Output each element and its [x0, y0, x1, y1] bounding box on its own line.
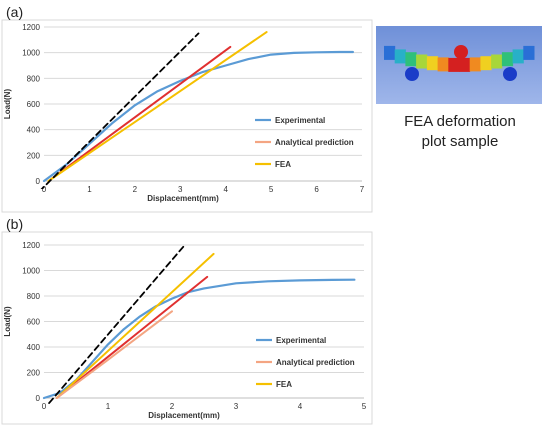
- fea-deformation-plot: [384, 45, 535, 81]
- legend-entry-analytical-prediction: Analytical prediction: [276, 358, 355, 367]
- y-tick-label: 1000: [22, 267, 40, 276]
- y-tick-label: 800: [27, 74, 41, 83]
- fea-beam-segment: [480, 56, 492, 71]
- fea-beam-segment: [394, 49, 406, 64]
- x-tick-label: 3: [234, 402, 239, 411]
- legend-entry-experimental: Experimental: [276, 336, 326, 345]
- y-tick-label: 600: [27, 318, 41, 327]
- x-tick-label: 7: [360, 185, 365, 194]
- y-tick-label: 200: [27, 369, 41, 378]
- x-tick-label: 1: [106, 402, 111, 411]
- series-line-unlabeled-3: [40, 32, 200, 189]
- y-tick-label: 0: [36, 177, 41, 186]
- x-tick-label: 2: [170, 402, 175, 411]
- x-tick-label: 5: [269, 185, 274, 194]
- y-tick-label: 1200: [22, 23, 40, 32]
- fea-beam-segment: [501, 52, 514, 67]
- series-line-fea: [47, 31, 268, 182]
- fea-load-nose: [454, 45, 468, 59]
- y-tick-label: 400: [27, 343, 41, 352]
- x-axis-label: Displacement(mm): [148, 411, 220, 420]
- x-tick-label: 5: [362, 402, 367, 411]
- fea-beam-segment: [384, 45, 396, 60]
- fea-beam-segment: [426, 56, 439, 71]
- series-line-fea: [55, 252, 215, 399]
- fea-left-support: [405, 67, 419, 81]
- chart-b: 0 200 400 600 800 1000 1200 0 1 2 3 4 5 Displacement(…: [1, 231, 373, 425]
- y-tick-label: 400: [27, 126, 41, 135]
- series-line-unlabeled-4: [48, 244, 186, 404]
- chart-frame: [1, 231, 373, 425]
- series-line-analytical-prediction: [55, 275, 209, 399]
- x-tick-label: 4: [223, 185, 228, 194]
- series-line-experimental: [42, 278, 356, 400]
- x-tick-label: 4: [298, 402, 303, 411]
- fea-beam-segment: [512, 49, 524, 64]
- legend-entry-fea: FEA: [276, 380, 292, 389]
- series-line-experimental: [42, 50, 354, 183]
- y-tick-label: 800: [27, 292, 41, 301]
- y-tick-label: 1000: [22, 49, 40, 58]
- fea-deformation-image: [376, 26, 542, 104]
- fea-right-support: [503, 67, 517, 81]
- fea-beam-segment: [405, 52, 417, 67]
- y-tick-label: 200: [27, 151, 41, 160]
- series-line-unlabeled-3: [55, 310, 173, 399]
- x-axis-label: Displacement(mm): [147, 194, 219, 203]
- chart-a: 0 200 400 600 800 1000 1200 0 1 2 3 4 5 6 7 Displacemen…: [1, 19, 373, 213]
- x-tick-label: 0: [42, 185, 47, 194]
- y-tick-label: 0: [36, 394, 41, 403]
- legend-entry-analytical-prediction: Analytical prediction: [275, 138, 354, 147]
- x-tick-label: 1: [87, 185, 92, 194]
- y-tick-label: 600: [27, 100, 41, 109]
- fea-caption-line1: FEA deformation: [404, 113, 516, 130]
- panel-label-b: (b): [6, 216, 24, 232]
- x-tick-label: 0: [42, 402, 47, 411]
- fea-beam-segment: [437, 57, 449, 72]
- series-group: [42, 244, 356, 404]
- legend-entry-fea: FEA: [275, 160, 291, 169]
- panel-label-a: (a): [6, 4, 24, 20]
- fea-beam-segment: [523, 45, 535, 60]
- series-group: [40, 31, 354, 189]
- fea-beam-segment: [491, 54, 503, 69]
- y-axis-label: Load(N): [3, 89, 12, 120]
- x-tick-label: 6: [314, 185, 319, 194]
- y-tick-label: 1200: [22, 241, 40, 250]
- fea-caption: FEA deformation plot sample: [380, 112, 540, 152]
- series-line-analytical-prediction: [47, 45, 232, 182]
- fea-beam-segment: [416, 54, 428, 69]
- x-tick-label: 2: [133, 185, 138, 194]
- y-axis-label: Load(N): [3, 306, 12, 337]
- fea-beam-segment: [448, 57, 460, 72]
- legend-entry-experimental: Experimental: [275, 116, 325, 125]
- fea-caption-line2: plot sample: [421, 133, 499, 150]
- fea-beam-segment: [459, 57, 471, 72]
- x-tick-label: 3: [178, 185, 183, 194]
- fea-beam-segment: [469, 57, 481, 72]
